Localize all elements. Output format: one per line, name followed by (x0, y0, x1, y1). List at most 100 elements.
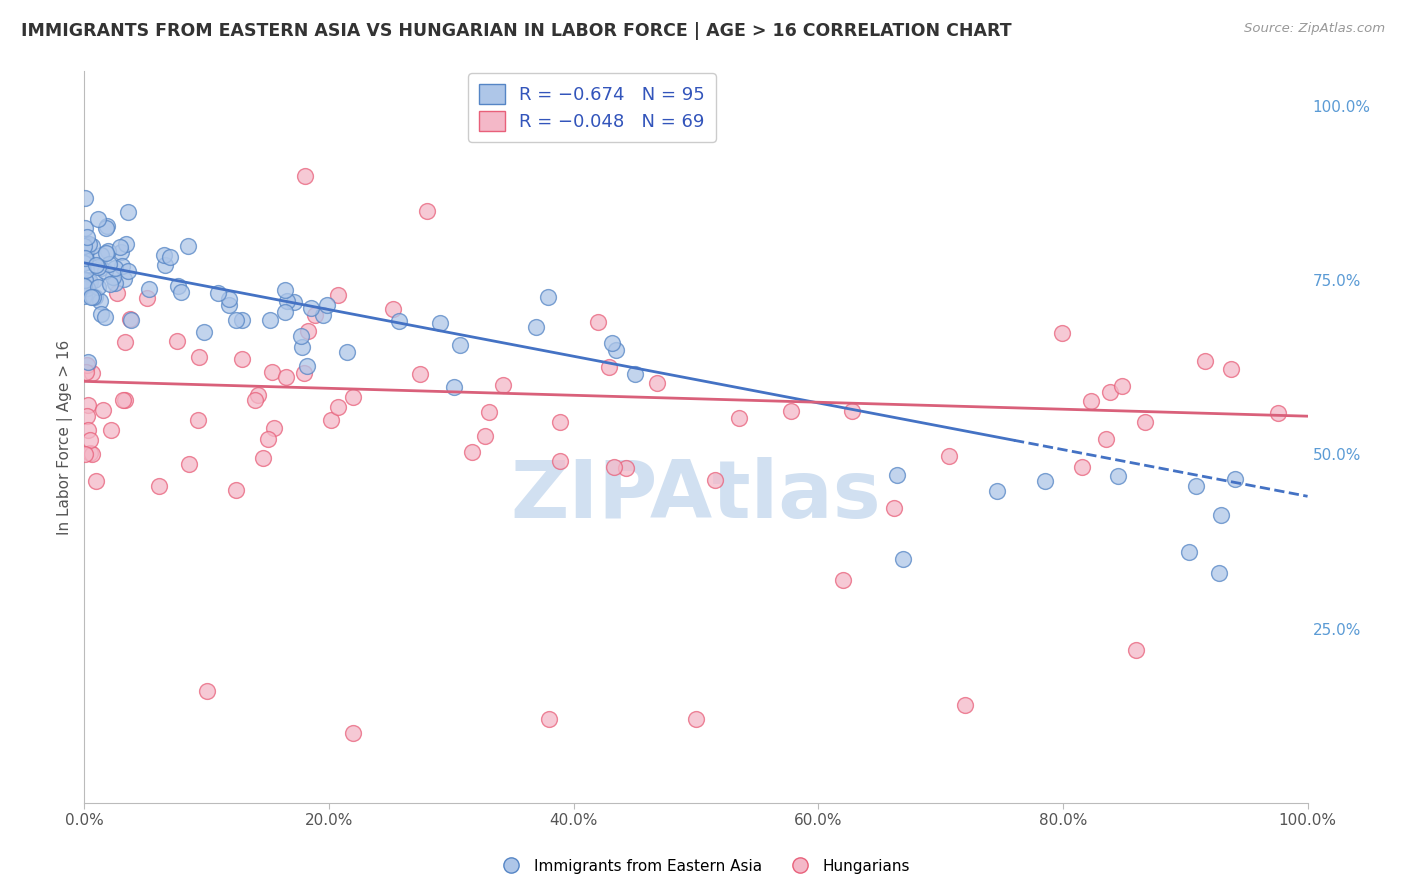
Point (75, 365, 97, 379)
Point (319, 413, 342, 427)
Point (76, 399, 98, 413)
Point (152, 248, 174, 262)
Point (112, 271, 135, 285)
Point (73, 279, 96, 293)
Point (1071, 459, 1094, 474)
Point (94, 221, 117, 235)
Point (886, 468, 908, 483)
Point (75, 263, 97, 277)
Point (1125, 642, 1147, 657)
Point (105, 286, 128, 301)
Point (1185, 479, 1208, 493)
Point (94, 310, 117, 324)
Point (86, 258, 108, 272)
Point (326, 400, 349, 414)
Point (94, 263, 117, 277)
Point (685, 712, 707, 726)
Point (100, 423, 122, 437)
Point (104, 261, 127, 276)
Point (1080, 393, 1102, 408)
Point (538, 712, 561, 726)
Y-axis label: In Labor Force | Age > 16: In Labor Force | Age > 16 (58, 340, 73, 534)
Point (135, 291, 157, 305)
Point (170, 285, 193, 300)
Point (117, 264, 139, 278)
Point (177, 239, 200, 253)
Point (1033, 475, 1056, 489)
Point (75, 191, 97, 205)
Point (207, 286, 229, 301)
Point (891, 552, 914, 566)
Point (188, 350, 211, 364)
Point (79, 433, 101, 447)
Point (1194, 353, 1216, 368)
Point (90, 248, 112, 262)
Point (276, 370, 298, 384)
Point (548, 454, 571, 468)
Point (101, 270, 124, 285)
Point (225, 313, 247, 327)
Point (79, 275, 101, 289)
Point (259, 313, 281, 327)
Point (283, 295, 305, 310)
Point (461, 445, 484, 459)
Point (91, 402, 114, 417)
Point (1177, 545, 1199, 559)
Point (616, 461, 638, 475)
Point (299, 301, 322, 315)
Point (108, 240, 131, 254)
Point (120, 313, 142, 327)
Point (82, 290, 104, 304)
Point (780, 404, 803, 418)
Point (218, 292, 240, 306)
Point (111, 259, 134, 273)
Point (311, 308, 333, 322)
Point (477, 404, 499, 418)
Point (342, 726, 364, 740)
Point (112, 392, 135, 407)
Point (97, 244, 120, 258)
Point (588, 315, 610, 329)
Point (1107, 468, 1129, 483)
Point (118, 312, 141, 326)
Point (263, 421, 285, 435)
Point (73, 255, 96, 269)
Point (1098, 384, 1121, 399)
Point (187, 413, 209, 427)
Point (77, 355, 100, 369)
Point (449, 338, 471, 352)
Point (89, 293, 111, 308)
Point (292, 367, 315, 381)
Point (443, 379, 465, 393)
Point (231, 352, 253, 367)
Point (491, 378, 513, 392)
Point (76, 358, 98, 372)
Point (276, 294, 298, 309)
Point (159, 250, 181, 264)
Point (79, 446, 101, 460)
Point (114, 392, 136, 407)
Point (138, 282, 160, 296)
Point (1133, 415, 1156, 429)
Point (524, 320, 547, 334)
Point (986, 484, 1008, 499)
Legend: Immigrants from Eastern Asia, Hungarians: Immigrants from Eastern Asia, Hungarians (489, 853, 917, 880)
Point (76, 230, 98, 244)
Point (73, 220, 96, 235)
Point (304, 308, 326, 322)
Point (841, 403, 863, 417)
Point (84, 474, 107, 488)
Point (316, 298, 339, 312)
Point (73, 272, 96, 286)
Point (82, 366, 104, 380)
Text: Source: ZipAtlas.com: Source: ZipAtlas.com (1244, 22, 1385, 36)
Point (87, 260, 110, 275)
Point (388, 314, 411, 328)
Legend: R = −0.674   N = 95, R = −0.048   N = 69: R = −0.674 N = 95, R = −0.048 N = 69 (468, 73, 716, 142)
Point (218, 297, 240, 311)
Point (600, 336, 623, 351)
Point (76, 281, 98, 295)
Point (290, 329, 312, 343)
Point (90, 260, 112, 275)
Point (1220, 362, 1243, 376)
